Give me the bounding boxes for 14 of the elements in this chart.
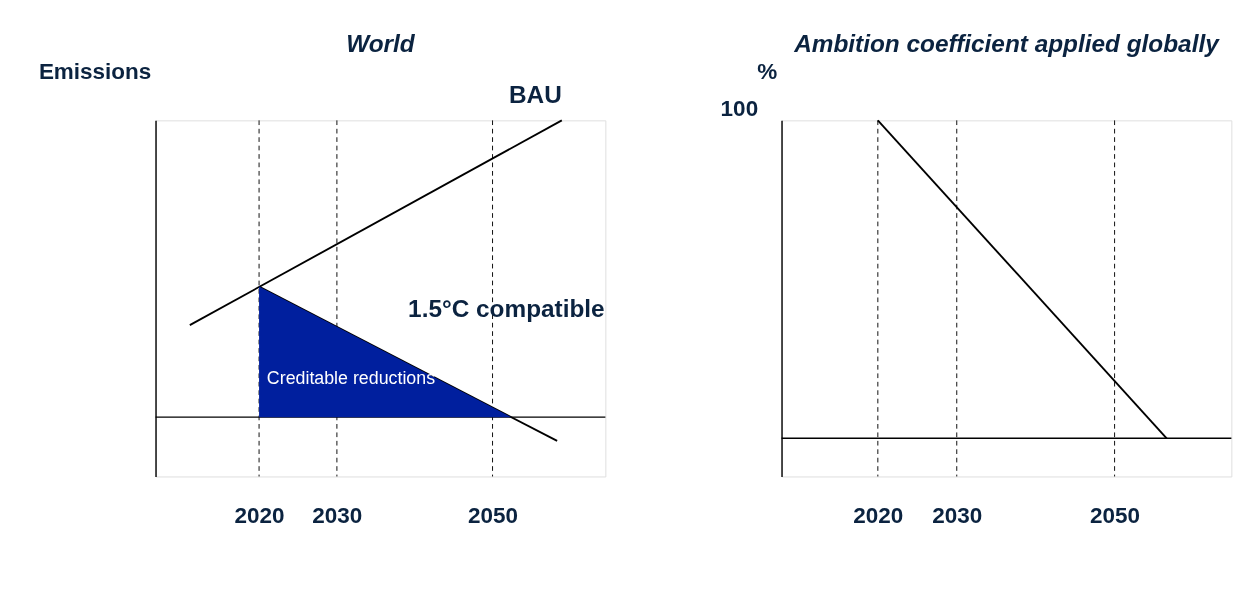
- x-tick-label: 2020: [234, 502, 285, 528]
- x-tick-label: 2030: [932, 502, 983, 528]
- chart-title: Ambition coefficient applied globally: [793, 29, 1221, 57]
- chart-title: World: [346, 29, 416, 57]
- series-label: 1.5°C compatible: [408, 294, 605, 322]
- y-axis-title: Emissions: [38, 58, 152, 84]
- text: 100: [720, 95, 759, 121]
- x-tick-label: 2030: [312, 502, 363, 528]
- x-tick-label: 2020: [853, 502, 904, 528]
- x-tick-label: 2050: [1090, 502, 1141, 528]
- y-axis-title: %: [757, 58, 778, 84]
- x-tick-label: 2050: [467, 502, 519, 528]
- series-label: Creditable reductions: [266, 367, 436, 388]
- series-label: BAU: [509, 80, 562, 108]
